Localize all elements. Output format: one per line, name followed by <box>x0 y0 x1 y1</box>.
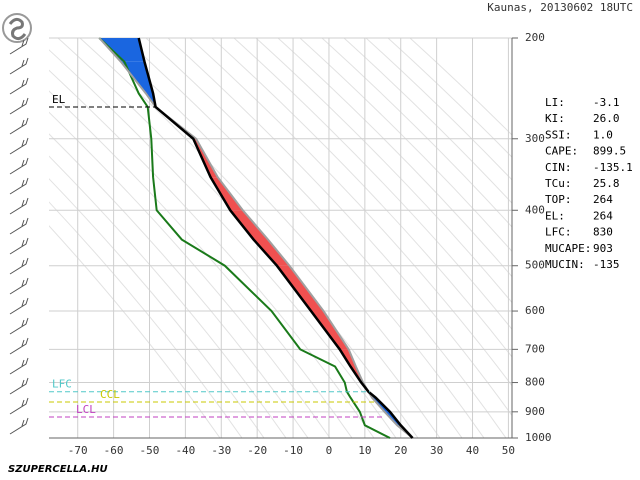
wind-barb <box>9 337 29 355</box>
y-tick-label: 300 <box>525 132 545 145</box>
cape-area <box>311 311 349 350</box>
index-label: KI: <box>545 112 565 125</box>
y-tick-label: 400 <box>525 203 545 216</box>
index-value: 26.0 <box>593 112 620 125</box>
index-value: 264 <box>593 209 613 222</box>
adiabat <box>49 178 265 438</box>
wind-barb <box>9 217 29 235</box>
cape-area <box>230 210 268 240</box>
adiabat <box>49 201 243 438</box>
y-tick-label: 600 <box>525 304 545 317</box>
wind-barb <box>9 177 29 195</box>
x-tick-label: 50 <box>502 444 515 457</box>
x-tick-label: -50 <box>140 444 160 457</box>
level-label: CCL <box>100 388 120 401</box>
adiabat <box>409 38 512 136</box>
index-value: -135.1 <box>593 161 633 174</box>
wind-barb <box>9 317 29 335</box>
x-tick-label: -20 <box>247 444 267 457</box>
plot: -70 -60 -50 -40 -30 -20 -10 0 10 20 30 40 50 200 300 40… <box>49 31 633 457</box>
y-tick-label: 700 <box>525 342 545 355</box>
index-label: LI: <box>545 96 565 109</box>
index-label: EL: <box>545 209 565 222</box>
level-label: LFC <box>52 378 72 391</box>
level-label: EL <box>52 93 66 106</box>
adiabat <box>49 155 287 438</box>
cape-area <box>210 177 243 211</box>
x-tick-label: -40 <box>175 444 195 457</box>
adiabat <box>255 38 512 304</box>
level-label: LCL <box>76 403 96 416</box>
wind-barb <box>9 237 29 255</box>
wind-barb <box>9 297 29 315</box>
adiabat <box>211 38 512 358</box>
x-tick-label: 40 <box>466 444 479 457</box>
wind-barb <box>9 157 29 175</box>
x-tick-label: 30 <box>430 444 443 457</box>
profile-line <box>137 37 414 439</box>
cape-area <box>253 239 290 266</box>
index-label: TOP: <box>545 193 572 206</box>
y-tick-label: 1000 <box>525 431 552 444</box>
x-tick-label: 10 <box>358 444 371 457</box>
wind-barb <box>9 97 29 115</box>
cape-area <box>276 265 324 312</box>
y-tick-label: 900 <box>525 405 545 418</box>
wind-barb <box>9 397 29 415</box>
x-tick-label: -70 <box>68 444 88 457</box>
adiabat <box>321 38 512 228</box>
index-value: 830 <box>593 226 613 239</box>
wind-barb <box>9 377 29 395</box>
x-tick-label: 0 <box>326 444 333 457</box>
index-value: -135 <box>593 258 620 271</box>
wind-barb <box>9 357 29 375</box>
chart-title: Kaunas, 20130602 18UTC <box>487 1 633 14</box>
adiabat <box>387 38 512 158</box>
wind-barb <box>9 277 29 295</box>
index-value: 903 <box>593 242 613 255</box>
adiabat <box>277 38 512 278</box>
wind-barb <box>9 257 29 275</box>
wind-barb <box>9 137 29 155</box>
x-tick-label: -10 <box>283 444 303 457</box>
index-label: TCu: <box>545 177 572 190</box>
adiabat <box>365 38 512 181</box>
index-value: 264 <box>593 193 613 206</box>
wind-barb <box>9 77 29 95</box>
index-value: 25.8 <box>593 177 620 190</box>
wind-barb <box>9 117 29 135</box>
wind-barb <box>9 37 29 55</box>
index-label: SSI: <box>545 128 572 141</box>
y-tick-label: 500 <box>525 259 545 272</box>
wind-barb <box>9 197 29 215</box>
index-label: CIN: <box>545 161 572 174</box>
cin-area <box>99 38 145 62</box>
index-value: 1.0 <box>593 128 613 141</box>
adiabat <box>299 38 512 253</box>
wind-barb <box>9 417 29 435</box>
x-tick-label: -60 <box>104 444 124 457</box>
index-label: MUCAPE: <box>545 242 591 255</box>
y-tick-label: 200 <box>525 31 545 44</box>
profile-line <box>98 37 391 439</box>
x-tick-label: 20 <box>394 444 407 457</box>
index-value: 899.5 <box>593 145 626 158</box>
x-tick-label: -30 <box>211 444 231 457</box>
footer: SZUPERCELLA.HU <box>8 464 108 475</box>
adiabat <box>189 38 512 387</box>
adiabat <box>343 38 512 204</box>
y-tick-label: 800 <box>525 376 545 389</box>
index-label: LFC: <box>545 226 572 239</box>
wind-barb <box>9 57 29 75</box>
index-label: CAPE: <box>545 145 578 158</box>
logo <box>2 13 32 43</box>
adiabat <box>49 225 221 438</box>
index-value: -3.1 <box>593 96 620 109</box>
index-label: MUCIN: <box>545 258 585 271</box>
